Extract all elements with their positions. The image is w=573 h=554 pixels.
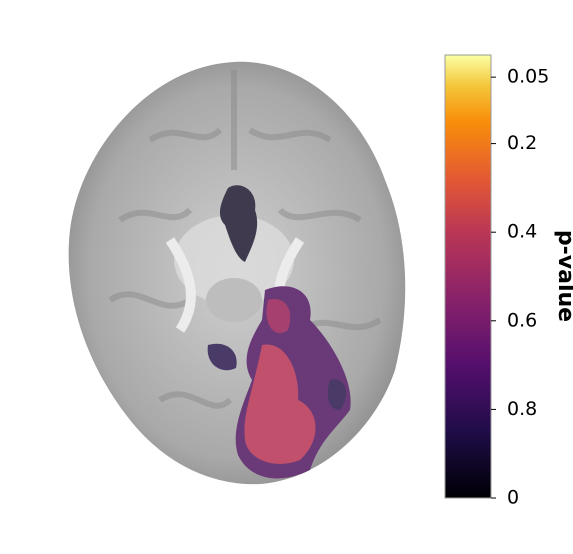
brain-image bbox=[68, 61, 406, 485]
colorbar bbox=[444, 54, 492, 499]
tick-label: 0.4 bbox=[507, 221, 537, 243]
tick-label: 0.8 bbox=[507, 398, 537, 420]
tick-label: 0 bbox=[507, 487, 519, 509]
tick-label: 0.2 bbox=[507, 132, 537, 154]
colorbar-label: p-value bbox=[553, 230, 573, 322]
tick-label: 0.05 bbox=[507, 66, 549, 88]
tick-label: 0.6 bbox=[507, 309, 537, 331]
